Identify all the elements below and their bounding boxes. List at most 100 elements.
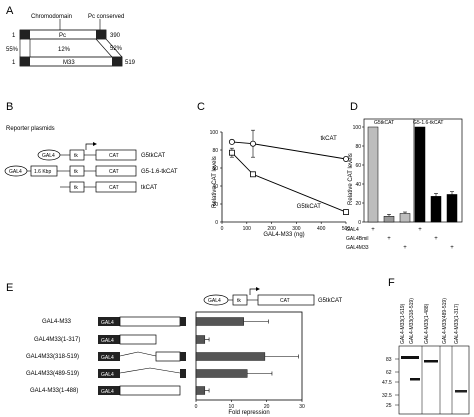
chart-c-xtick-label: 200 [267, 226, 276, 232]
identity-left: 55% [6, 47, 19, 53]
chart-c-ytick-label: 20 [212, 202, 218, 208]
panel-e-label: E [6, 282, 13, 294]
svg-text:tkCAT: tkCAT [141, 185, 158, 191]
construct-g5-1.6-tkcat: GAL4 1.6 Kbp tk CAT G5-1.6-tkCAT [4, 165, 178, 177]
series-line-tkcat [231, 141, 347, 160]
western-blot [398, 345, 470, 415]
chart-d-ytick-label: 60 [355, 163, 361, 169]
chart-c-ytick-label: 0 [215, 220, 218, 226]
reporter-g5tkcat: GAL4 tk CAT G5tkCAT [203, 287, 343, 306]
svg-text:GAL4M33(318-519): GAL4M33(318-519) [26, 354, 79, 360]
svg-text:GAL4-M33(1-488): GAL4-M33(1-488) [30, 388, 78, 394]
treatment-mark: + [450, 245, 454, 251]
chart-e-xtick-label: 0 [195, 404, 198, 410]
svg-text:25: 25 [386, 403, 392, 409]
chart-d-ytick-label: 20 [355, 201, 361, 207]
svg-text:G5tkCAT: G5tkCAT [318, 298, 343, 304]
svg-text:1.6 Kbp: 1.6 Kbp [34, 169, 51, 175]
bar-6 [446, 194, 458, 223]
chart-c-xtick-label: 400 [317, 226, 326, 232]
chart-c-ytick-label: 100 [210, 130, 219, 136]
data-point-tkcat [342, 155, 349, 162]
chart-c-ylabel: Relative CAT levels [212, 156, 218, 208]
data-point-tkcat [249, 140, 256, 147]
svg-text:GAL4: GAL4 [101, 355, 114, 361]
svg-text:tk: tk [74, 169, 78, 175]
m33-protein-bar [19, 56, 123, 67]
group-label-g5tkcat: G5tkCAT [374, 120, 394, 126]
group-label-g5-1.6-tkcat: G5-1.6-tkCAT [413, 120, 443, 126]
chart-c-xlabel: GAL4-M33 (ng) [263, 232, 304, 238]
svg-text:G5tkCAT: G5tkCAT [141, 153, 166, 159]
construct-gal4-m33-1-488: GAL4-M33(1-488) GAL4 [30, 385, 181, 396]
construct-g5tkcat: GAL4 tk CAT G5tkCAT [37, 142, 166, 161]
svg-text:GAL4: GAL4 [101, 320, 114, 326]
treatment-mark: + [371, 227, 375, 233]
bar-1 [195, 317, 244, 326]
series-line-g5tkcat [231, 152, 347, 213]
bar-1 [367, 126, 379, 223]
bar-4 [414, 126, 426, 223]
pc-protein-bar [19, 29, 107, 40]
svg-text:GAL4-M33(489-519): GAL4-M33(489-519) [442, 298, 448, 344]
svg-text:GAL4: GAL4 [101, 389, 114, 395]
svg-text:83: 83 [386, 357, 392, 363]
panel-a-label: A [6, 5, 14, 17]
chart-e-xlabel: Fold repression [228, 410, 269, 416]
svg-text:GAL4: GAL4 [9, 169, 22, 175]
construct-gal4m33-489-519: GAL4M33(489-519) GAL4 [26, 367, 186, 378]
bar-chart-e: 0 10 20 30 [195, 311, 305, 410]
svg-text:62: 62 [386, 370, 392, 376]
chart-e-xtick-label: 10 [229, 404, 235, 410]
chart-c-xtick-label: 0 [221, 226, 224, 232]
svg-text:GAL4: GAL4 [101, 372, 114, 378]
m33-start: 1 [12, 60, 16, 66]
series-label-g5tkcat: G5tkCAT [297, 204, 322, 210]
svg-text:G5-1.6-tkCAT: G5-1.6-tkCAT [141, 169, 178, 175]
chart-c-xtick-label: 500 [342, 226, 351, 232]
bar-2 [195, 335, 206, 344]
svg-text:GAL4M33(1-317): GAL4M33(1-317) [34, 337, 80, 343]
treatment-mark: + [403, 245, 407, 251]
data-point-g5tkcat [343, 209, 349, 216]
svg-text:CAT: CAT [280, 298, 290, 304]
pc-end: 390 [110, 33, 121, 39]
data-point-tkcat [228, 138, 235, 145]
svg-text:tk: tk [74, 185, 78, 191]
treatment-mark: + [434, 236, 438, 242]
svg-text:GAL4-M33: GAL4-M33 [42, 319, 72, 325]
svg-text:GAL4M33(489-519): GAL4M33(489-519) [26, 371, 79, 377]
m33-end: 519 [125, 60, 136, 66]
construct-tkcat: tk CAT tkCAT [60, 181, 158, 193]
svg-text:tk: tk [237, 298, 241, 304]
svg-text:47.5: 47.5 [382, 380, 392, 386]
pc-name: Pc [59, 33, 66, 39]
svg-text:GAL4: GAL4 [208, 298, 221, 304]
chart-c-xtick-label: 100 [243, 226, 252, 232]
treatment-table: GAL4 GAL4Bmil GAL4M33 + + + + + + [346, 227, 454, 251]
treatment-mark: + [418, 227, 422, 233]
panel-c-label: C [197, 101, 205, 113]
bar-5 [195, 386, 206, 395]
svg-text:GAL4-M33(1-317): GAL4-M33(1-317) [454, 303, 460, 344]
data-point-g5tkcat [250, 171, 256, 178]
panel-f-label: F [388, 277, 395, 289]
identity-right: 52% [110, 46, 123, 52]
pc-conserved-label: Pc conserved [88, 14, 124, 20]
chart-c-ytick-label: 40 [212, 184, 218, 190]
svg-text:CAT: CAT [109, 169, 119, 175]
row-label-gal4bmil: GAL4Bmil [346, 236, 369, 242]
construct-gal4-m33: GAL4-M33 GAL4 [42, 316, 186, 327]
chart-c-xtick-label: 300 [292, 226, 301, 232]
construct-gal4m33-318-519: GAL4M33(318-519) GAL4 [26, 351, 186, 362]
row-label-gal4: GAL4 [346, 227, 359, 233]
row-label-gal4m33: GAL4M33 [346, 245, 369, 251]
chart-e-xtick-label: 30 [299, 404, 305, 410]
svg-text:GAL4: GAL4 [101, 338, 114, 344]
chart-c-ytick-label: 60 [212, 166, 218, 172]
reporter-plasmids-title: Reporter plasmids [6, 126, 55, 132]
bar-5 [430, 196, 442, 223]
treatment-mark: + [387, 236, 391, 242]
